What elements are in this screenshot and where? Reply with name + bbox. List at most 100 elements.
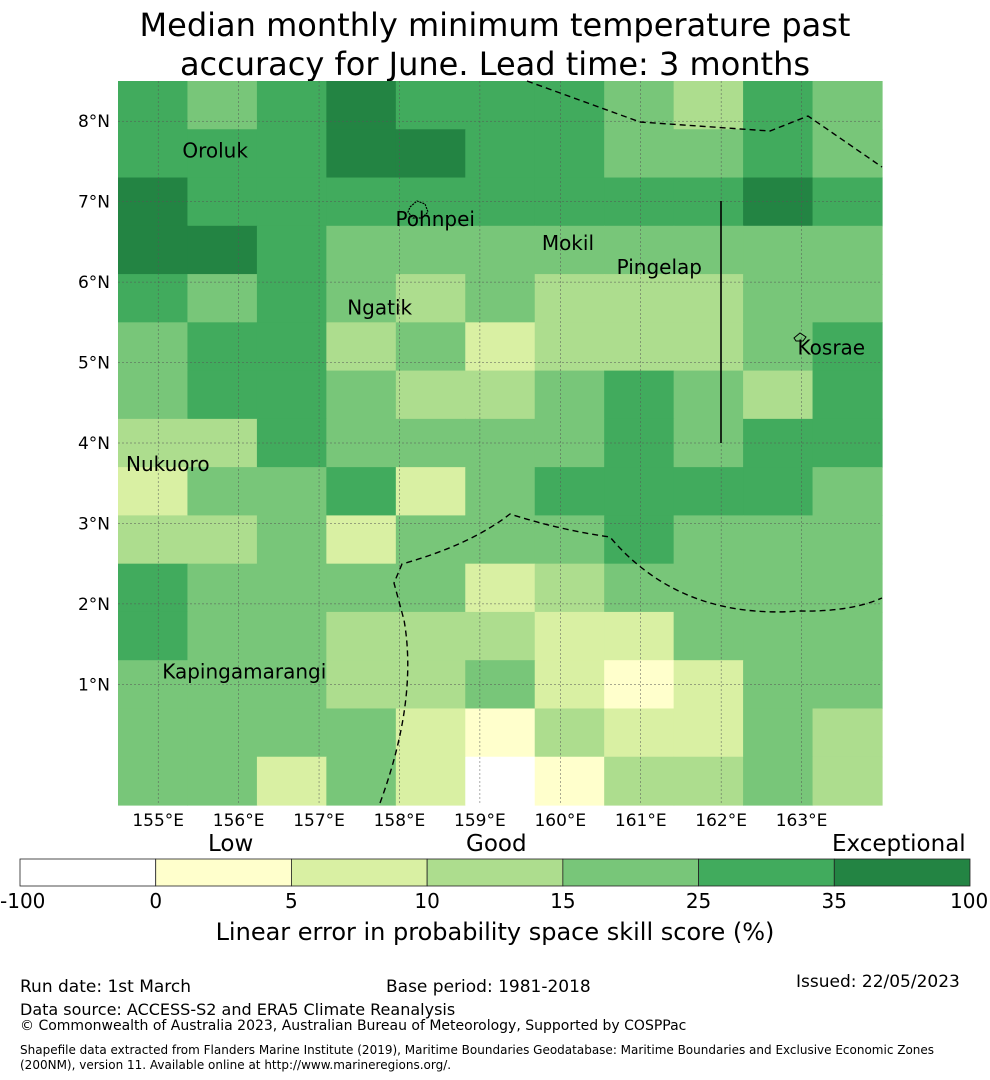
skill-cell — [187, 467, 258, 516]
skill-cell — [187, 177, 258, 227]
y-tick-label: 1°N — [78, 675, 110, 695]
colorbar-tick-label: 25 — [685, 889, 712, 913]
skill-cell — [812, 611, 883, 661]
x-tick-label: 156°E — [213, 811, 265, 830]
skill-cell — [256, 177, 327, 227]
skill-cell — [118, 467, 189, 516]
colorbar-tick-label: -100 — [0, 889, 46, 913]
skill-cell — [812, 225, 883, 275]
skill-cell — [326, 515, 397, 565]
skill-cell — [395, 660, 466, 710]
skill-cell — [743, 467, 814, 516]
skill-cell — [812, 129, 883, 179]
skill-cell — [118, 274, 189, 323]
base-period: Base period: 1981-2018 — [386, 977, 591, 997]
skill-cell — [604, 370, 675, 420]
title-line-2: accuracy for June. Lead time: 3 months — [179, 45, 811, 83]
colorbar — [19, 858, 971, 887]
eez-boundaries — [379, 80, 883, 804]
skill-cell — [673, 756, 744, 806]
colorbar-tick-label: 35 — [821, 889, 848, 913]
skill-cell — [118, 81, 189, 130]
skill-cell — [534, 370, 605, 420]
skill-cell — [604, 129, 675, 179]
x-tick-label: 158°E — [374, 811, 426, 830]
skill-cell — [534, 611, 605, 661]
legend-category-low: Low — [208, 831, 254, 857]
pohnpei-island-icon — [407, 200, 429, 219]
skill-cell — [256, 418, 327, 468]
skill-cell — [812, 467, 883, 516]
legend-category-exceptional: Exceptional — [832, 831, 966, 857]
skill-cell — [187, 322, 258, 372]
skill-cell — [604, 81, 675, 130]
skill-cell — [534, 708, 605, 758]
skill-cell — [465, 418, 536, 468]
skill-cell — [326, 708, 397, 758]
skill-cell — [812, 708, 883, 758]
skill-cell — [743, 225, 814, 275]
skill-map: Oroluk Pohnpei Mokil Pingelap Ngatik Kosrae Nu… — [78, 80, 883, 830]
skill-cell — [395, 563, 466, 613]
skill-cell — [118, 708, 189, 758]
skill-cell — [256, 515, 327, 565]
x-axis-ticks: 155°E 156°E 157°E 158°E 159°E 160°E 161°E 162°E… — [132, 811, 827, 830]
skill-cell — [604, 515, 675, 565]
skill-cell — [534, 274, 605, 323]
skill-cell — [187, 418, 258, 468]
map-title: Median monthly minimum temperature past … — [0, 6, 990, 84]
skill-cell — [187, 515, 258, 565]
skill-cell — [534, 418, 605, 468]
skill-cell — [256, 660, 327, 710]
skill-cell — [187, 660, 258, 710]
skill-cell — [743, 756, 814, 806]
x-tick-label: 159°E — [454, 811, 506, 830]
x-tick-label: 163°E — [776, 811, 828, 830]
skill-cell — [673, 274, 744, 323]
island-outlines — [407, 200, 807, 342]
skill-cell — [118, 129, 189, 179]
skill-cell — [743, 563, 814, 613]
colorbar-segment — [562, 858, 699, 887]
shapefile-credit: Shapefile data extracted from Flanders M… — [20, 1043, 935, 1072]
y-tick-label: 4°N — [78, 434, 110, 454]
skill-cell — [326, 177, 397, 227]
skill-cell — [395, 322, 466, 372]
skill-cell — [465, 177, 536, 227]
place-label-ngatik: Ngatik — [347, 295, 412, 319]
skill-cell — [743, 370, 814, 420]
skill-cell — [673, 418, 744, 468]
skill-cell — [465, 370, 536, 420]
skill-cell — [187, 81, 258, 130]
skill-cell — [604, 418, 675, 468]
skill-cell — [256, 129, 327, 179]
place-label-nukuoro: Nukuoro — [126, 452, 210, 476]
skill-cell — [395, 418, 466, 468]
place-label-pohnpei: Pohnpei — [395, 207, 475, 231]
skill-cell — [743, 274, 814, 323]
skill-cell — [118, 418, 189, 468]
run-date: Run date: 1st March — [20, 977, 192, 997]
skill-cell — [534, 129, 605, 179]
skill-cell — [187, 274, 258, 323]
colorbar-tick-label: 100 — [950, 889, 989, 913]
skill-cell — [256, 274, 327, 323]
colorbar-label: Linear error in probability space skill … — [215, 918, 775, 946]
skill-cell — [465, 129, 536, 179]
place-label-oroluk: Oroluk — [182, 138, 248, 162]
skill-cell — [743, 418, 814, 468]
place-label-pingelap: Pingelap — [617, 255, 702, 279]
skill-cell — [395, 129, 466, 179]
colorbar-tick-label: 0 — [149, 889, 163, 913]
skill-cell — [395, 370, 466, 420]
skill-cell — [118, 515, 189, 565]
skill-cell — [812, 756, 883, 806]
skill-cell — [256, 611, 327, 661]
skill-cell — [673, 708, 744, 758]
data-source: Data source: ACCESS-S2 and ERA5 Climate … — [20, 1000, 456, 1019]
skill-cell — [395, 81, 466, 130]
skill-cell — [256, 708, 327, 758]
colorbar-segment — [291, 858, 428, 887]
kosrae-island-icon — [793, 332, 807, 342]
y-tick-label: 5°N — [78, 354, 110, 374]
